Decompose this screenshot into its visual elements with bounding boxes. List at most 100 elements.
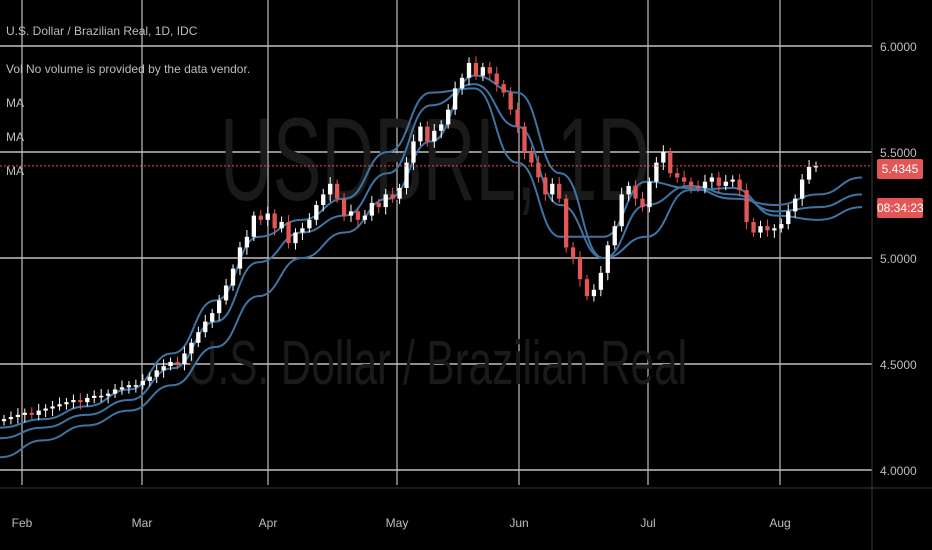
candle-body <box>258 215 263 220</box>
candle-body <box>8 417 14 420</box>
candle-body <box>334 183 340 199</box>
y-tick-label: 4.5000 <box>880 358 917 372</box>
candle-body <box>515 109 520 127</box>
candle-body <box>15 414 21 417</box>
candle-body <box>71 400 76 403</box>
candle-body <box>626 185 631 195</box>
candle-body <box>779 224 784 229</box>
candle-body <box>557 183 562 199</box>
candle-body <box>196 332 201 343</box>
ma-legend-3[interactable]: MA <box>6 164 24 178</box>
candle-body <box>383 194 388 208</box>
candle-body <box>404 162 409 189</box>
x-tick-label: Feb <box>12 516 33 530</box>
candle-body <box>640 198 645 208</box>
candle-body <box>355 211 361 220</box>
candle-body <box>36 410 41 415</box>
candle-body <box>584 279 590 297</box>
candle-body <box>439 124 444 131</box>
candle-body <box>85 397 90 403</box>
candle-body <box>466 62 472 78</box>
candle-body <box>501 84 506 93</box>
candle-body <box>251 215 256 237</box>
candle-body <box>1 419 7 422</box>
y-tick-label: 4.0000 <box>880 464 917 478</box>
candle-body <box>307 219 312 229</box>
candle-body <box>119 387 125 390</box>
candle-body <box>772 228 777 231</box>
candle-body <box>751 221 756 233</box>
candle-body <box>175 361 180 364</box>
candle-body <box>786 211 791 225</box>
candle-body <box>133 385 139 387</box>
time-axis[interactable]: Feb Mar Apr May Jun Jul Aug <box>12 516 791 530</box>
candle-body <box>348 211 354 216</box>
x-tick-label: Mar <box>132 516 153 530</box>
candle-body <box>210 313 215 322</box>
candle-body <box>716 177 721 186</box>
candle-body <box>314 205 319 220</box>
candle-body <box>570 247 576 258</box>
candle-body <box>473 62 479 76</box>
candle-body <box>321 194 326 205</box>
candle-body <box>723 181 728 186</box>
candle-body <box>591 289 597 297</box>
y-tick-label: 5.5000 <box>880 146 917 160</box>
candle-body <box>230 268 236 286</box>
volume-note: Vol No volume is provided by the data ve… <box>6 62 251 76</box>
candle-body <box>147 376 152 381</box>
candle-body <box>730 179 735 182</box>
price-axis[interactable]: 4.0000 4.5000 5.0000 5.5000 6.0000 <box>880 40 917 478</box>
last-price-tag: 5.4345 <box>877 159 923 179</box>
candle-body <box>702 181 708 189</box>
candle-body <box>681 177 687 182</box>
candle-body <box>99 395 104 398</box>
watermark-symbol: USDBRL, 1D <box>220 94 650 226</box>
x-tick-label: Jun <box>509 516 528 530</box>
ma-legend-1[interactable]: MA <box>6 96 24 110</box>
candle-body <box>369 202 374 216</box>
candle-body <box>661 152 666 163</box>
candle-body <box>112 389 118 394</box>
candle-body <box>244 236 250 248</box>
candle-body <box>203 321 208 333</box>
candle-body <box>126 385 132 388</box>
candle-body <box>813 165 819 168</box>
candle-body <box>633 185 638 199</box>
y-tick-label: 5.0000 <box>880 252 917 266</box>
candle-body <box>161 366 166 371</box>
candle-body <box>695 185 701 189</box>
candle-body <box>425 126 430 142</box>
candle-body <box>446 109 451 125</box>
candle-body <box>50 406 55 409</box>
candle-body <box>279 221 284 229</box>
candle-body <box>619 194 624 227</box>
candle-body <box>293 232 298 244</box>
candle-body <box>799 179 805 199</box>
x-tick-label: Jul <box>640 516 655 530</box>
candle-body <box>654 162 659 182</box>
candle-body <box>758 226 763 233</box>
candle-body <box>605 245 610 273</box>
candle-body <box>300 228 305 233</box>
candle-body <box>168 361 173 367</box>
symbol-title[interactable]: U.S. Dollar / Brazilian Real, 1D, IDC <box>6 24 198 38</box>
candle-body <box>647 181 652 208</box>
candle-body <box>216 300 222 314</box>
ma-legend-2[interactable]: MA <box>6 130 24 144</box>
candle-body <box>709 177 715 182</box>
candle-body <box>765 226 770 231</box>
candle-body <box>452 88 458 110</box>
candle-body <box>487 67 492 74</box>
candle-body <box>744 190 749 222</box>
candle-body <box>22 412 27 415</box>
candle-body <box>480 67 486 76</box>
candle-body <box>390 194 395 199</box>
x-tick-label: May <box>386 516 409 530</box>
x-tick-label: Apr <box>259 516 278 530</box>
candle-body <box>564 198 569 248</box>
candle-body <box>92 395 97 398</box>
candle-body <box>272 213 277 229</box>
